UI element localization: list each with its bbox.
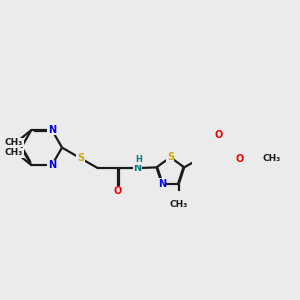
Text: O: O <box>236 154 244 164</box>
Text: N: N <box>48 160 56 170</box>
Text: CH₃: CH₃ <box>5 148 23 157</box>
Text: N: N <box>48 125 56 135</box>
Text: CH₃: CH₃ <box>5 138 23 147</box>
Text: O: O <box>114 186 122 196</box>
Text: CH₃: CH₃ <box>263 154 281 163</box>
Text: N: N <box>158 178 166 189</box>
Text: N: N <box>133 163 141 173</box>
Text: O: O <box>214 130 222 140</box>
Text: S: S <box>77 153 84 163</box>
Text: S: S <box>167 152 174 162</box>
Text: H: H <box>135 155 142 164</box>
Text: CH₃: CH₃ <box>170 200 188 208</box>
